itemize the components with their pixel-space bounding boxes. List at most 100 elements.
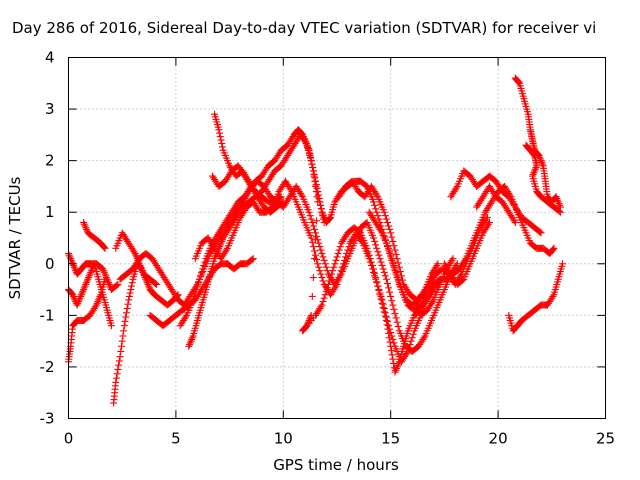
data-point bbox=[550, 244, 558, 252]
data-point bbox=[345, 243, 353, 251]
data-point bbox=[125, 296, 133, 304]
data-point bbox=[332, 282, 340, 290]
data-point bbox=[385, 322, 393, 330]
data-point bbox=[187, 337, 195, 345]
data-point bbox=[457, 272, 465, 280]
data-point bbox=[316, 267, 324, 275]
data-point bbox=[123, 304, 131, 312]
data-point bbox=[218, 139, 226, 147]
data-point bbox=[389, 301, 397, 309]
data-point bbox=[387, 251, 395, 259]
data-point bbox=[191, 289, 199, 297]
data-point bbox=[115, 357, 123, 365]
data-point bbox=[308, 219, 316, 227]
data-point bbox=[101, 270, 109, 278]
data-point bbox=[391, 310, 399, 318]
y-tick-label: -3 bbox=[40, 410, 55, 428]
data-point bbox=[222, 246, 230, 254]
data-point bbox=[66, 253, 74, 261]
data-point bbox=[385, 334, 393, 342]
data-point bbox=[199, 265, 207, 273]
y-tick-label: 1 bbox=[45, 203, 55, 221]
data-point bbox=[116, 353, 124, 361]
data-point bbox=[99, 265, 107, 273]
data-point bbox=[318, 208, 326, 216]
data-point bbox=[315, 263, 323, 271]
data-point bbox=[394, 259, 402, 267]
data-point bbox=[319, 212, 327, 220]
data-point bbox=[433, 262, 441, 270]
data-point bbox=[70, 263, 78, 271]
data-point bbox=[344, 246, 352, 254]
data-point bbox=[70, 262, 78, 270]
data-point bbox=[382, 317, 390, 325]
data-point bbox=[77, 291, 85, 299]
data-point bbox=[303, 141, 311, 149]
data-point bbox=[76, 294, 84, 302]
data-point bbox=[317, 246, 325, 254]
data-point bbox=[392, 365, 400, 373]
data-point bbox=[113, 370, 121, 378]
data-point bbox=[201, 258, 209, 266]
data-point bbox=[341, 256, 349, 264]
data-point bbox=[92, 301, 100, 309]
data-point bbox=[549, 245, 557, 253]
data-point bbox=[277, 193, 285, 201]
data-point bbox=[407, 337, 415, 345]
data-point bbox=[70, 292, 78, 300]
data-point bbox=[309, 222, 317, 230]
data-point bbox=[381, 272, 389, 280]
data-point bbox=[185, 342, 193, 350]
data-point bbox=[313, 193, 321, 201]
x-tick-labels: 0 5 10 15 20 25 bbox=[64, 430, 615, 448]
data-point bbox=[311, 177, 319, 185]
data-point bbox=[391, 265, 399, 273]
data-point bbox=[299, 326, 307, 334]
data-point bbox=[380, 208, 388, 216]
data-point bbox=[128, 279, 136, 287]
data-point bbox=[387, 229, 395, 237]
data-point bbox=[461, 256, 469, 264]
data-point bbox=[378, 299, 386, 307]
data-point bbox=[118, 337, 126, 345]
data-point bbox=[385, 284, 393, 292]
x-axis-title: GPS time / hours bbox=[273, 456, 399, 474]
data-point bbox=[278, 199, 286, 207]
data-point bbox=[122, 313, 130, 321]
data-point bbox=[381, 312, 389, 320]
data-point bbox=[93, 299, 101, 307]
data-point bbox=[216, 241, 224, 249]
data-point bbox=[334, 249, 342, 257]
data-point bbox=[82, 224, 90, 232]
data-point bbox=[81, 222, 89, 230]
data-point bbox=[391, 246, 399, 254]
data-point bbox=[85, 272, 93, 280]
data-point bbox=[113, 281, 121, 289]
data-point bbox=[336, 270, 344, 278]
y-tick-label: 3 bbox=[45, 100, 55, 118]
data-point bbox=[376, 291, 384, 299]
data-point bbox=[186, 341, 194, 349]
data-point bbox=[310, 172, 318, 180]
data-point bbox=[313, 184, 321, 192]
data-point bbox=[392, 366, 400, 374]
data-point bbox=[79, 287, 87, 295]
data-point bbox=[192, 286, 200, 294]
data-point bbox=[96, 292, 104, 300]
data-point bbox=[390, 242, 398, 250]
data-point bbox=[196, 275, 204, 283]
data-point bbox=[373, 191, 381, 199]
data-point bbox=[122, 309, 130, 317]
data-point bbox=[87, 268, 95, 276]
data-point bbox=[366, 255, 374, 263]
data-point bbox=[329, 267, 337, 275]
data-point bbox=[482, 215, 490, 223]
data-point bbox=[389, 237, 397, 245]
data-point bbox=[379, 265, 387, 273]
data-point bbox=[121, 317, 129, 325]
data-point bbox=[317, 270, 325, 278]
data-point bbox=[390, 305, 398, 313]
y-tick-label: -2 bbox=[40, 358, 55, 376]
data-point bbox=[334, 277, 342, 285]
data-point bbox=[393, 272, 401, 280]
